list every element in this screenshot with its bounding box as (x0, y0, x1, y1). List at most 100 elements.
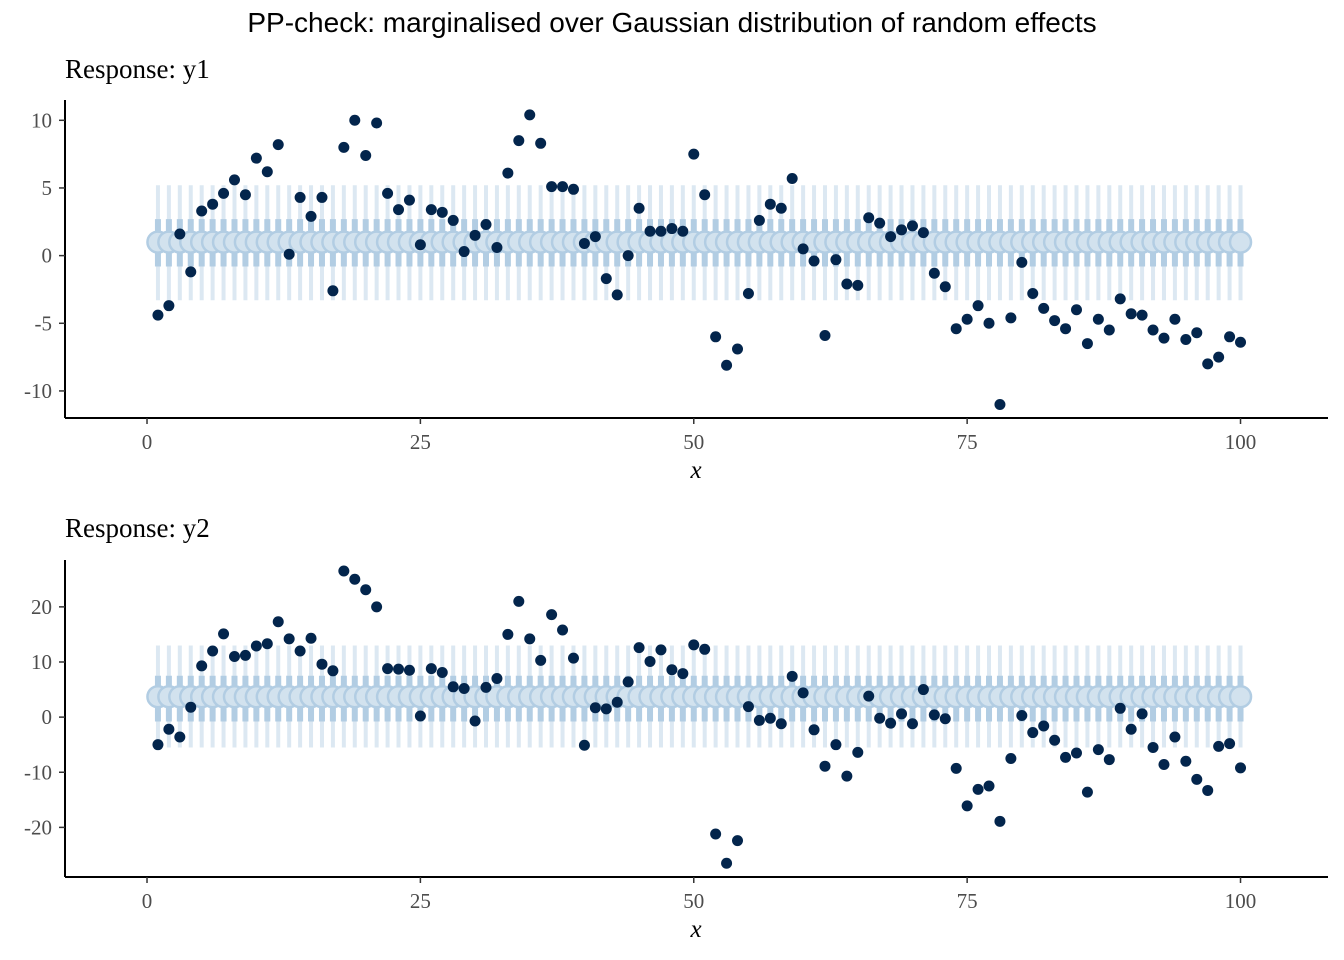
observed-point (163, 300, 175, 312)
observed-point (261, 638, 273, 650)
observed-point (371, 601, 383, 613)
observed-point (250, 640, 262, 652)
observed-point (546, 609, 558, 621)
observed-point (491, 673, 503, 685)
observed-point (469, 715, 481, 727)
observed-point (480, 218, 492, 230)
observed-point (589, 231, 601, 243)
observed-point (874, 217, 886, 229)
y-tick-label: 5 (42, 176, 53, 200)
observed-point (633, 202, 645, 214)
observed-point (775, 202, 787, 214)
observed-point (655, 225, 667, 237)
observed-point (502, 167, 514, 179)
observed-point (633, 642, 645, 654)
observed-point (1060, 751, 1072, 763)
observed-point (896, 224, 908, 236)
observed-point (896, 708, 908, 720)
observed-point (775, 718, 787, 730)
observed-point (1114, 293, 1126, 305)
observed-point (808, 724, 820, 736)
observed-point (1081, 338, 1093, 350)
observed-point (1235, 762, 1247, 774)
y-tick-label: 20 (31, 595, 52, 619)
observed-point (710, 828, 722, 840)
observed-point (513, 595, 525, 607)
observed-point (294, 645, 306, 657)
observed-point (228, 650, 240, 662)
observed-point (1027, 288, 1039, 300)
observed-point (196, 205, 208, 217)
observed-point (939, 281, 951, 293)
observed-point (644, 655, 656, 667)
predictive-median-point (1228, 230, 1253, 254)
observed-point (557, 181, 569, 193)
observed-point (1235, 336, 1247, 348)
observed-point (578, 739, 590, 751)
observed-point (710, 331, 722, 343)
observed-point (1070, 304, 1082, 316)
observed-point (611, 696, 623, 708)
observed-point (163, 723, 175, 735)
observed-point (699, 643, 711, 655)
observed-point (458, 246, 470, 258)
observed-point (1092, 744, 1104, 756)
observed-point (863, 212, 875, 224)
observed-point (863, 690, 875, 702)
observed-point (655, 644, 667, 656)
observed-point (961, 313, 973, 325)
x-tick-label: 50 (683, 889, 704, 913)
observed-point (1158, 332, 1170, 344)
observed-point (436, 666, 448, 678)
observed-point (764, 712, 776, 724)
observed-point (196, 660, 208, 672)
observed-point (283, 248, 295, 260)
observed-point (753, 214, 765, 226)
observed-point (1005, 752, 1017, 764)
observed-point (1191, 327, 1203, 339)
observed-point (917, 684, 929, 696)
observed-point (207, 198, 219, 210)
observed-point (688, 639, 700, 651)
y-tick-label: 10 (31, 108, 52, 132)
observed-point (557, 624, 569, 636)
observed-point (1125, 308, 1137, 320)
observed-point (1038, 302, 1050, 314)
observed-point (1125, 723, 1137, 735)
observed-point (218, 628, 230, 640)
observed-point (261, 166, 273, 178)
observed-point (349, 573, 361, 585)
observed-point (841, 278, 853, 290)
observed-point (797, 243, 809, 255)
x-axis-title-y1: x (689, 457, 701, 484)
observed-point (721, 857, 733, 869)
observed-point (852, 746, 864, 758)
observed-point (469, 229, 481, 241)
observed-point (852, 279, 864, 291)
observed-point (327, 665, 339, 677)
observed-point (1027, 727, 1039, 739)
observed-point (1103, 754, 1115, 766)
observed-point (567, 652, 579, 664)
x-tick-label: 100 (1225, 430, 1257, 454)
observed-point (480, 681, 492, 693)
x-tick-label: 0 (142, 430, 153, 454)
observed-point (721, 359, 733, 371)
observed-point (983, 317, 995, 329)
observed-point (1092, 313, 1104, 325)
observed-point (1224, 738, 1236, 750)
observed-point (1147, 741, 1159, 753)
observed-point (939, 713, 951, 725)
observed-point (239, 189, 251, 201)
observed-point (1213, 740, 1225, 752)
observed-point (961, 800, 973, 812)
observed-point (874, 712, 886, 724)
observed-point (1158, 759, 1170, 771)
observed-point (338, 141, 350, 153)
observed-point (1060, 323, 1072, 335)
y-tick-label: -5 (35, 311, 53, 335)
observed-point (578, 237, 590, 249)
observed-point (305, 210, 317, 222)
observed-point (1202, 358, 1214, 370)
observed-point (1180, 755, 1192, 767)
